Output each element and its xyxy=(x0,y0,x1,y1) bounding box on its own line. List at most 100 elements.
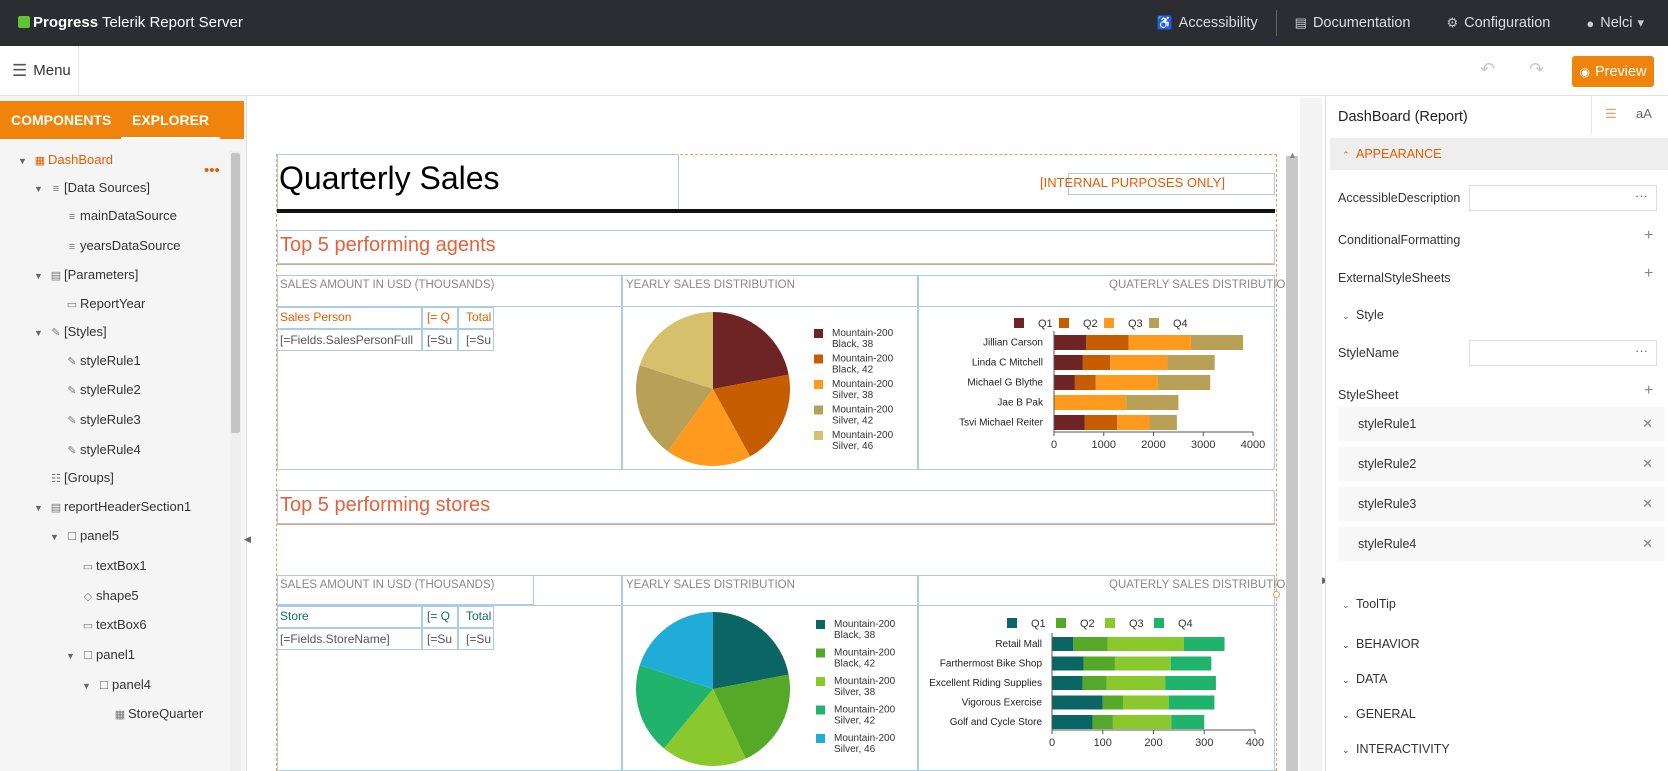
tree-node[interactable]: ▭ ReportYear xyxy=(50,294,146,314)
agents-cell-salesperson[interactable]: [=Fields.SalesPersonFull xyxy=(280,333,414,347)
tree-node[interactable]: ✎ styleRule1 xyxy=(50,351,140,371)
stores-table-cell[interactable] xyxy=(458,606,494,628)
agents-table-cell[interactable] xyxy=(458,307,494,329)
tab-components[interactable]: COMPONENTS xyxy=(11,112,112,128)
agents-col-quarter[interactable]: [= Q xyxy=(427,310,451,324)
style-rule-item[interactable]: styleRule1 ✕ xyxy=(1338,407,1665,441)
tree-node[interactable]: ≡ mainDataSource xyxy=(50,206,177,226)
tree-scrollbar[interactable] xyxy=(230,151,241,771)
preview-button[interactable]: ◉ Preview xyxy=(1572,56,1654,87)
agents-cell-total[interactable]: [=Su xyxy=(466,333,492,347)
expand-toggle-icon[interactable]: ▼ xyxy=(34,184,43,194)
agents-sales-table-box[interactable] xyxy=(277,275,622,470)
brand-logo[interactable]: Progress Telerik Report Server xyxy=(18,14,243,31)
alphabetical-view-icon[interactable]: aA xyxy=(1636,106,1652,121)
tree-node[interactable]: ▼ ☐ panel1 xyxy=(66,645,135,665)
style-rule-item[interactable]: styleRule3 ✕ xyxy=(1338,487,1665,521)
style-name-input[interactable]: ··· xyxy=(1469,340,1657,366)
canvas-scrollbar[interactable] xyxy=(1285,150,1299,771)
tree-node[interactable]: ☷ [Groups] xyxy=(34,468,114,488)
expand-toggle-icon[interactable]: ▼ xyxy=(34,503,43,513)
internal-label[interactable]: [INTERNAL PURPOSES ONLY] xyxy=(1040,175,1225,190)
tree-node[interactable]: ✎ styleRule3 xyxy=(50,410,140,430)
style-group[interactable]: ⌄ Style xyxy=(1342,308,1384,322)
report-title[interactable]: Quarterly Sales xyxy=(279,160,500,196)
agents-table-cell[interactable] xyxy=(458,329,494,351)
tree-node[interactable]: ✎ styleRule4 xyxy=(50,440,140,460)
style-rule-item[interactable]: styleRule4 ✕ xyxy=(1338,527,1665,561)
configuration-link[interactable]: ⚙ Configuration xyxy=(1428,0,1568,46)
tree-scrollbar-thumb[interactable] xyxy=(231,153,240,433)
category-appearance[interactable]: ⌃ APPEARANCE xyxy=(1330,138,1668,170)
stores-heading-box[interactable] xyxy=(277,490,1275,524)
tree-node[interactable]: ▼ ▤ [Parameters] xyxy=(34,265,138,285)
tree-node[interactable]: ▦ StoreQuarter xyxy=(98,704,203,724)
canvas-scrollbar-thumb[interactable] xyxy=(1286,156,1298,771)
stores-col-quarter[interactable]: [= Q xyxy=(427,609,451,623)
agents-table-cell[interactable] xyxy=(277,307,422,329)
agents-bar-box[interactable] xyxy=(918,275,1275,470)
agents-heading-box[interactable] xyxy=(277,230,1275,264)
tree-node[interactable]: ▼ ✎ [Styles] xyxy=(34,322,107,342)
accessible-description-input[interactable]: ··· xyxy=(1469,185,1657,211)
agents-cell-quarter[interactable]: [=Su xyxy=(427,333,453,347)
categorized-view-icon[interactable]: ☰ xyxy=(1605,106,1617,121)
internal-textbox[interactable] xyxy=(1068,173,1275,195)
stores-table-cell[interactable] xyxy=(458,628,494,650)
ellipsis-icon[interactable]: ··· xyxy=(1635,188,1648,203)
agents-pie-box[interactable] xyxy=(622,275,918,470)
stores-col-store[interactable]: Store xyxy=(280,609,309,623)
expand-toggle-icon[interactable]: ▼ xyxy=(82,681,91,691)
menu-button[interactable]: ☰ Menu xyxy=(0,46,79,95)
expand-toggle-icon[interactable]: ▼ xyxy=(66,651,75,661)
stores-cell-store[interactable]: [=Fields.StoreName] xyxy=(280,632,390,646)
resize-handle[interactable] xyxy=(1273,591,1280,598)
category-data[interactable]: ⌄ DATA xyxy=(1330,663,1668,695)
user-menu[interactable]: ● Nelci ▾ xyxy=(1568,0,1668,46)
tooltip-group[interactable]: ⌄ ToolTip xyxy=(1342,597,1396,611)
more-options-icon[interactable]: ••• xyxy=(204,162,220,179)
close-icon[interactable]: ✕ xyxy=(1642,416,1653,431)
tree-node[interactable]: ▼ ☐ panel5 xyxy=(50,526,119,546)
style-rule-item[interactable]: styleRule2 ✕ xyxy=(1338,447,1665,481)
agents-table-cell[interactable] xyxy=(422,307,458,329)
agents-col-total[interactable]: Total xyxy=(466,310,492,324)
stores-table-cell[interactable] xyxy=(422,606,458,628)
stores-table-cell[interactable] xyxy=(422,628,458,650)
stores-table-cell[interactable] xyxy=(277,628,422,650)
ellipsis-icon[interactable]: ··· xyxy=(1635,343,1648,358)
agents-heading[interactable]: Top 5 performing agents xyxy=(280,234,496,256)
tree-node[interactable]: ▼ ▤ reportHeaderSection1 xyxy=(34,497,191,517)
undo-button[interactable]: ↶ xyxy=(1480,59,1496,79)
collapse-left-icon[interactable]: ◀ xyxy=(244,534,251,544)
tree-node[interactable]: ≡ yearsDataSource xyxy=(50,236,181,256)
agents-table-cell[interactable] xyxy=(277,329,422,351)
expand-toggle-icon[interactable]: ▼ xyxy=(34,328,43,338)
tree-node[interactable]: ▼ ≡ [Data Sources] xyxy=(34,178,150,198)
scroll-up-icon[interactable]: ▲ xyxy=(1288,150,1297,160)
tree-node[interactable]: ▭ textBox1 xyxy=(66,556,147,576)
close-icon[interactable]: ✕ xyxy=(1642,536,1653,551)
close-icon[interactable]: ✕ xyxy=(1642,456,1653,471)
tree-node[interactable]: ▼ ☐ panel4 xyxy=(82,675,151,695)
tree-node[interactable]: ▭ textBox6 xyxy=(66,615,147,635)
add-style-sheet-button[interactable]: + xyxy=(1644,382,1654,399)
stores-heading[interactable]: Top 5 performing stores xyxy=(280,494,491,516)
expand-toggle-icon[interactable]: ▼ xyxy=(50,532,59,542)
redo-button[interactable]: ↷ xyxy=(1529,59,1545,79)
add-conditional-formatting-button[interactable]: + xyxy=(1644,227,1654,244)
agents-table-cell[interactable] xyxy=(422,329,458,351)
tree-node[interactable]: ▼ ▦ DashBoard xyxy=(18,150,113,170)
tree-node[interactable]: ◇ shape5 xyxy=(66,586,139,606)
stores-sales-header-box[interactable] xyxy=(277,575,534,605)
agents-col-salesperson[interactable]: Sales Person xyxy=(280,310,352,324)
stores-cell-quarter[interactable]: [=Su xyxy=(427,632,453,646)
tab-explorer[interactable]: EXPLORER xyxy=(121,101,221,139)
stores-cell-total[interactable]: [=Su xyxy=(466,632,492,646)
add-external-style-sheet-button[interactable]: + xyxy=(1644,265,1654,282)
category-behavior[interactable]: ⌄ BEHAVIOR xyxy=(1330,628,1668,660)
documentation-link[interactable]: ▤ Documentation xyxy=(1277,0,1429,46)
accessibility-link[interactable]: ♿ Accessibility xyxy=(1138,0,1275,46)
expand-toggle-icon[interactable]: ▼ xyxy=(34,271,43,281)
close-icon[interactable]: ✕ xyxy=(1642,496,1653,511)
